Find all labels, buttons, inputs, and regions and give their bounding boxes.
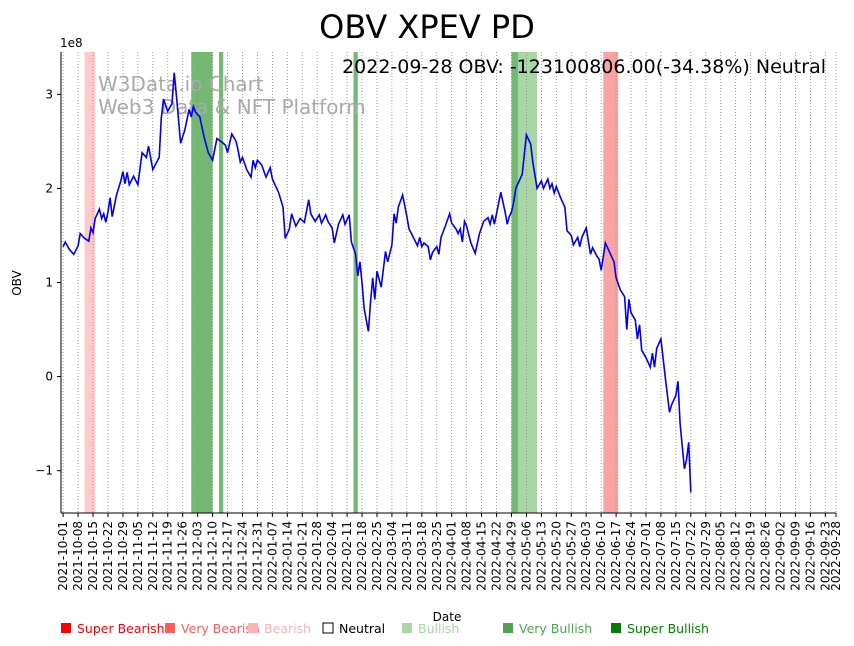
x-tick-label: 2022-04-15	[475, 521, 489, 591]
x-tick-label: 2021-12-31	[250, 521, 264, 591]
x-tick-label: 2021-11-19	[161, 521, 175, 591]
x-tick-label: 2022-07-22	[684, 521, 698, 591]
band-1	[191, 52, 213, 513]
obv-series-line	[62, 72, 692, 493]
band-0	[84, 52, 96, 513]
x-tick-label: 2021-12-03	[191, 521, 205, 591]
y-axis-label: OBV	[10, 269, 24, 295]
legend-swatch	[248, 623, 258, 633]
x-tick-label: 2022-02-04	[325, 521, 339, 591]
x-tick-label: 2022-03-25	[430, 521, 444, 591]
x-tick-label: 2022-09-28	[829, 521, 843, 591]
x-tick-label: 2022-08-19	[744, 521, 758, 591]
vertical-gridlines	[62, 52, 837, 513]
x-tick-label: 2022-07-08	[654, 521, 668, 591]
legend-label: Bullish	[418, 621, 459, 636]
x-tick-label: 2021-10-15	[86, 521, 100, 591]
watermark-line-1: W3Data.io Chart	[98, 72, 264, 96]
x-tick-label: 2021-10-22	[101, 521, 115, 591]
signal-bands	[84, 52, 619, 513]
x-tick-label: 2022-08-26	[759, 521, 773, 591]
x-tick-label: 2022-01-14	[280, 521, 294, 591]
x-tick-label: 2021-12-17	[221, 521, 235, 591]
x-tick-label: 2022-06-03	[579, 521, 593, 591]
x-tick-label: 2022-09-23	[818, 521, 832, 591]
x-tick-label: 2022-02-18	[355, 521, 369, 591]
y-tick-label: −1	[35, 464, 53, 478]
y-tick-label: 3	[45, 87, 53, 101]
band-6	[603, 52, 619, 513]
x-tick-label: 2022-03-04	[385, 521, 399, 591]
x-tick-label: 2022-02-25	[370, 521, 384, 591]
x-tick-label: 2022-07-29	[699, 521, 713, 591]
chart-title: OBV XPEV PD	[319, 8, 535, 46]
x-tick-label: 2021-10-01	[56, 521, 70, 591]
band-3	[353, 52, 358, 513]
x-tick-label: 2022-05-06	[519, 521, 533, 591]
x-tick-label: 2022-01-07	[265, 521, 279, 591]
legend-label: Super Bearish	[77, 621, 165, 636]
x-tick-label: 2022-04-22	[490, 521, 504, 591]
x-tick-label: 2022-07-15	[669, 521, 683, 591]
x-axis-label: Date	[433, 610, 462, 624]
x-tick-label: 2022-08-05	[714, 521, 728, 591]
watermark: W3Data.io Chart Web3 Data & NFT Platform	[98, 72, 366, 119]
x-tick-label: 2022-06-17	[609, 521, 623, 591]
x-tick-label: 2022-04-29	[504, 521, 518, 591]
legend-label: Super Bullish	[627, 621, 709, 636]
y-axis-ticks: −1 0 1 2 3	[35, 87, 61, 478]
x-tick-label: 2022-09-16	[803, 521, 817, 591]
legend-swatch	[402, 623, 412, 633]
x-tick-label: 2022-03-18	[415, 521, 429, 591]
x-tick-label: 2022-05-27	[564, 521, 578, 591]
x-axis-ticks: 2021-10-01 2021-10-08 2021-10-15 2021-10-22…	[56, 513, 843, 591]
legend-label: Bearish	[264, 621, 311, 636]
legend-swatch	[61, 623, 71, 633]
x-tick-label: 2022-09-02	[773, 521, 787, 591]
x-tick-label: 2021-11-12	[146, 521, 160, 591]
x-tick-label: 2021-12-24	[235, 521, 249, 591]
x-tick-label: 2022-01-28	[310, 521, 324, 591]
y-tick-label: 1	[45, 276, 53, 290]
x-tick-label: 2022-04-08	[460, 521, 474, 591]
legend-label: Very Bearish	[181, 621, 260, 636]
x-tick-label: 2022-07-01	[639, 521, 653, 591]
legend-label: Neutral	[339, 621, 385, 636]
band-4	[511, 52, 521, 513]
x-tick-label: 2022-06-24	[624, 521, 638, 591]
x-tick-label: 2022-03-11	[400, 521, 414, 591]
legend-label: Very Bullish	[519, 621, 592, 636]
band-5	[517, 52, 538, 513]
axes	[60, 52, 836, 514]
legend-swatch	[165, 623, 175, 633]
x-tick-label: 2022-04-01	[445, 521, 459, 591]
band-2	[218, 52, 224, 513]
x-tick-label: 2022-02-11	[340, 521, 354, 591]
x-tick-label: 2022-05-20	[549, 521, 563, 591]
y-scale-label: 1e8	[60, 36, 83, 50]
x-tick-label: 2022-01-21	[295, 521, 309, 591]
legend-swatch	[503, 623, 513, 633]
y-tick-label: 0	[45, 370, 53, 384]
x-tick-label: 2022-09-09	[788, 521, 802, 591]
legend-swatch	[322, 622, 334, 634]
watermark-line-2: Web3 Data & NFT Platform	[98, 95, 366, 119]
y-tick-label: 2	[45, 181, 53, 195]
x-tick-label: 2021-10-29	[116, 521, 130, 591]
x-tick-label: 2021-12-10	[206, 521, 220, 591]
x-tick-label: 2022-06-10	[594, 521, 608, 591]
chart-subtitle: 2022-09-28 OBV: -123100806.00(-34.38%) N…	[342, 56, 826, 78]
x-tick-label: 2021-10-08	[71, 521, 85, 591]
x-tick-label: 2021-11-05	[131, 521, 145, 591]
x-tick-label: 2021-11-26	[176, 521, 190, 591]
legend-swatch	[611, 623, 621, 633]
legend: Super Bearish Very Bearish Bearish Neutral B…	[61, 621, 709, 636]
x-tick-label: 2022-05-13	[534, 521, 548, 591]
x-tick-label: 2022-08-12	[729, 521, 743, 591]
